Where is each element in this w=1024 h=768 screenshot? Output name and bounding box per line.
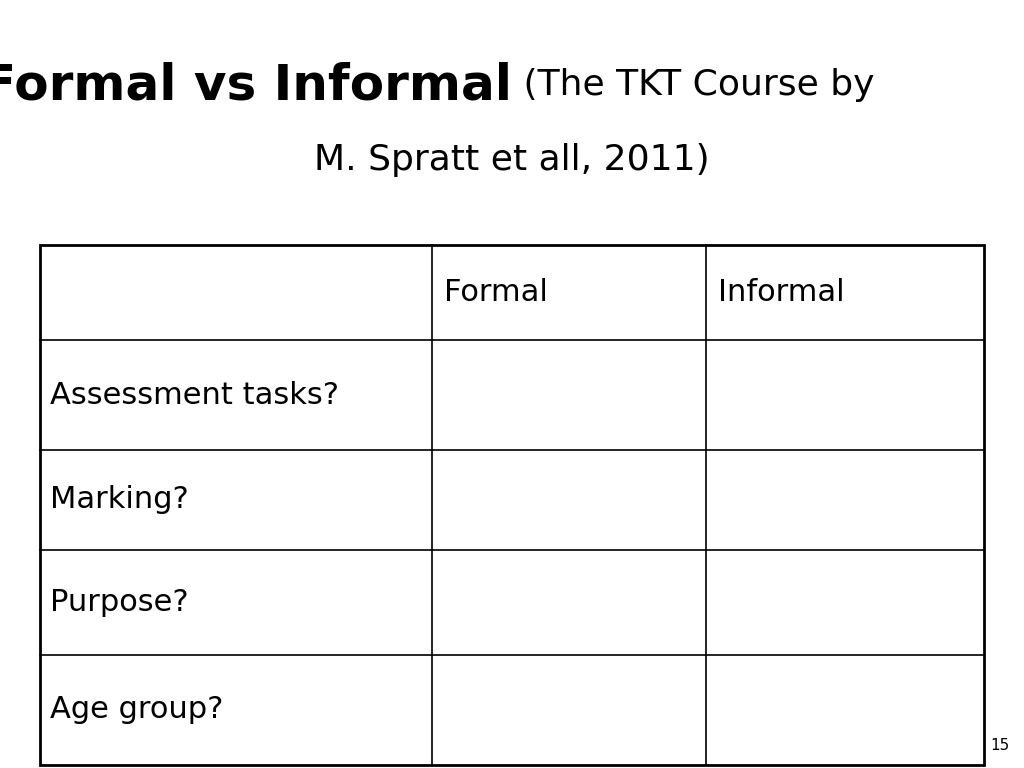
Text: 15: 15 [991, 738, 1010, 753]
Text: Age group?: Age group? [50, 696, 223, 724]
Text: (The TKT Course by: (The TKT Course by [512, 68, 874, 102]
Bar [40, 245, 984, 765]
Text: Assessment tasks?: Assessment tasks? [50, 380, 339, 409]
Text: Formal vs Informal: Formal vs Informal [0, 61, 512, 109]
Text: M. Spratt et all, 2011): M. Spratt et all, 2011) [314, 143, 710, 177]
Text: Purpose?: Purpose? [50, 588, 188, 617]
Text: Informal: Informal [718, 278, 844, 307]
Text: Marking?: Marking? [50, 485, 188, 515]
Text: Formal: Formal [443, 278, 548, 307]
